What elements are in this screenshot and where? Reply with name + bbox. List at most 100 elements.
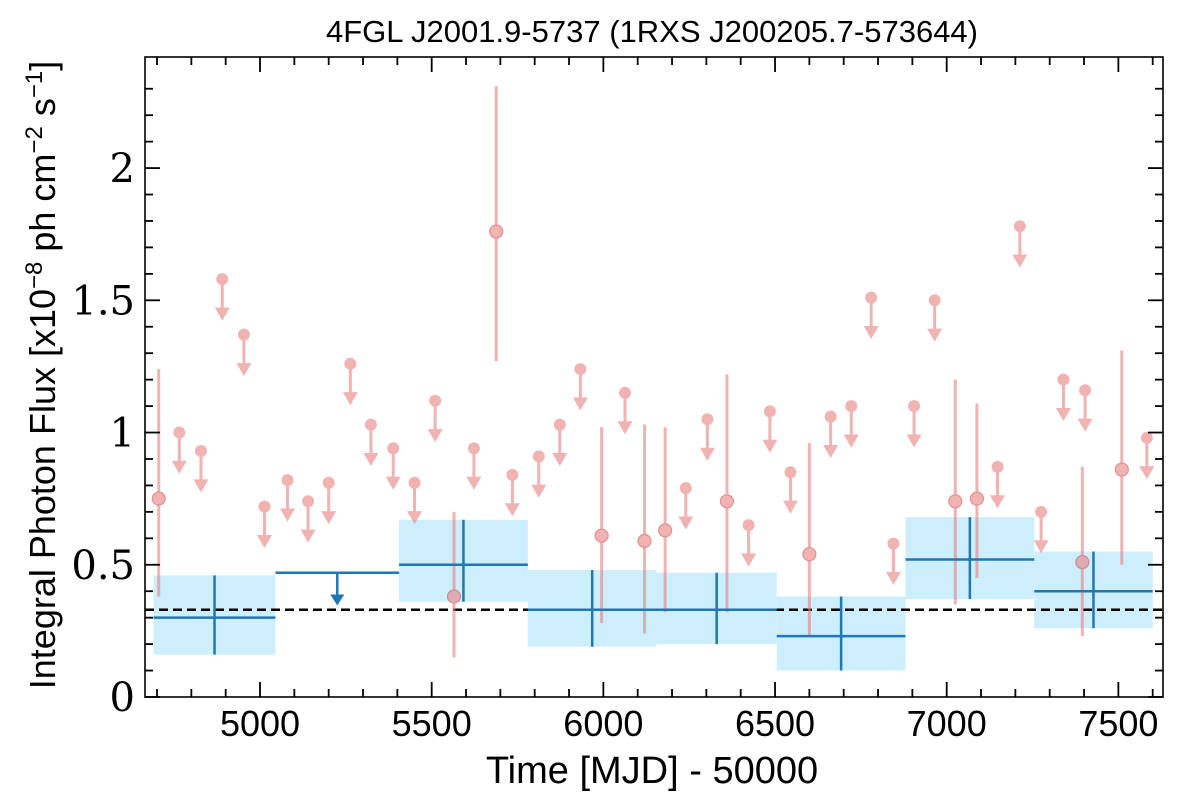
short-bin-upper-limit-20 [699, 413, 715, 461]
upper-limit-marker [322, 476, 335, 489]
upper-limit-arrowhead [193, 479, 209, 493]
upper-limit-arrowhead [1033, 540, 1049, 554]
short-bin-upper-limit-0 [171, 426, 187, 474]
x-tick-label: 6500 [735, 703, 815, 744]
upper-limit-arrowhead [843, 434, 859, 448]
short-bin-upper-limit-8 [342, 357, 358, 406]
short-bin-detection-6 [719, 374, 735, 613]
upper-limit-marker [506, 468, 519, 481]
short-bin-upper-limit-10 [385, 442, 401, 490]
short-bin-upper-limit-6 [300, 495, 316, 543]
upper-limit-marker [1140, 431, 1153, 444]
upper-limit-arrowhead [1077, 418, 1093, 432]
long-bin-point-7 [1034, 551, 1153, 629]
upper-limit-marker [887, 537, 900, 550]
short-bin-upper-limit-22 [762, 405, 778, 453]
upper-limit-marker [216, 273, 229, 286]
upper-limit-marker [763, 405, 776, 418]
short-bin-upper-limit-3 [236, 328, 252, 377]
upper-limit-arrowhead [617, 421, 633, 435]
short-bin-detection-1 [446, 511, 462, 658]
upper-limit-marker [344, 357, 357, 370]
y-axis-label-main: Integral Photon Flux [x10 [22, 289, 63, 689]
short-bin-marker [1075, 555, 1090, 570]
short-bin-upper-limit-23 [782, 466, 798, 514]
short-bin-detection-7 [802, 443, 817, 637]
upper-limit-marker [824, 410, 837, 423]
short-bin-upper-limit-27 [885, 537, 901, 585]
upper-limit-arrowhead [927, 328, 943, 342]
y-axis-label-exp: −8 [21, 262, 48, 289]
upper-limit-marker [364, 418, 377, 431]
upper-limit-marker [553, 418, 566, 431]
upper-limit-arrowhead [427, 429, 443, 443]
short-bin-upper-limit-35 [1139, 431, 1155, 480]
short-bin-marker [1114, 462, 1129, 477]
y-axis-label-exp3: −1 [21, 71, 48, 98]
upper-limit-arrowhead [885, 571, 901, 585]
upper-limit-arrowhead [236, 363, 252, 377]
short-bin-marker [637, 533, 652, 549]
long-bin-point-1 [275, 571, 400, 606]
short-bin-marker [594, 528, 609, 543]
y-axis-label: Integral Photon Flux [x10−8 ph cm−2 s−1] [21, 61, 64, 689]
upper-limit-marker [408, 476, 421, 489]
chart-title: 4FGL J2001.9-5737 (1RXS J200205.7-573644… [326, 14, 978, 49]
plot-area [145, 86, 1163, 671]
upper-limit-marker [784, 466, 797, 479]
short-bin-detection-0 [151, 369, 166, 597]
short-bin-upper-limit-28 [906, 400, 922, 448]
short-bin-upper-limit-18 [617, 386, 633, 435]
upper-limit-marker [1079, 384, 1092, 397]
upper-limit-marker [532, 450, 545, 463]
upper-limit-marker [908, 400, 921, 413]
upper-limit-arrowhead [300, 529, 316, 543]
short-bin-upper-limit-34 [1077, 384, 1093, 432]
upper-limit-arrowhead [782, 500, 798, 514]
upper-limit-arrowhead [1139, 466, 1155, 480]
short-bin-upper-limit-32 [1033, 505, 1049, 554]
upper-limit-arrowhead [214, 307, 230, 321]
short-bin-upper-limit-4 [256, 500, 272, 548]
short-bin-detection-2 [489, 86, 504, 362]
short-bin-upper-limit-2 [214, 273, 230, 321]
short-bin-upper-limit-21 [741, 519, 757, 567]
upper-limit-marker [173, 426, 186, 439]
y-axis-label-mid2: s [22, 98, 63, 126]
upper-limit-arrowhead [321, 511, 337, 525]
long-bin-point-0 [153, 575, 276, 655]
short-bin-detection-4 [637, 424, 652, 634]
short-bin-upper-limit-26 [863, 291, 879, 340]
upper-limit-arrowhead [678, 516, 694, 530]
x-tick-label: 7000 [907, 703, 987, 744]
upper-limit-arrowhead [342, 392, 358, 406]
upper-limit-arrowhead [906, 434, 922, 448]
upper-limit-arrowhead [171, 460, 187, 474]
short-bin-upper-limit-19 [678, 482, 694, 530]
upper-limit-marker [387, 442, 400, 455]
short-bin-detection-5 [658, 427, 673, 613]
upper-limit-arrowhead [823, 445, 839, 459]
short-bin-upper-limit-30 [990, 460, 1006, 509]
long-bin-point-4 [656, 572, 777, 645]
short-bin-marker [719, 494, 735, 509]
short-bin-marker [802, 547, 817, 562]
upper-limit-arrowhead [279, 508, 295, 522]
long-bin-point-3 [527, 570, 657, 647]
upper-limit-marker [194, 445, 207, 458]
short-bin-upper-limit-16 [552, 418, 568, 466]
upper-limit-arrowhead [552, 452, 568, 466]
upper-limit-marker [845, 400, 858, 413]
upper-limit-marker [258, 500, 271, 513]
x-tick-label: 5000 [220, 703, 300, 744]
upper-limit-arrowhead [407, 511, 423, 525]
y-axis-label-end: ] [22, 61, 63, 71]
upper-limit-arrowhead [504, 503, 520, 517]
short-bin-upper-limit-13 [466, 442, 482, 490]
upper-limit-marker [574, 363, 587, 376]
y-tick-label: 1 [110, 411, 135, 457]
upper-limit-marker [1057, 373, 1070, 386]
upper-limit-arrowhead [762, 439, 778, 453]
upper-limit-marker [237, 328, 250, 341]
